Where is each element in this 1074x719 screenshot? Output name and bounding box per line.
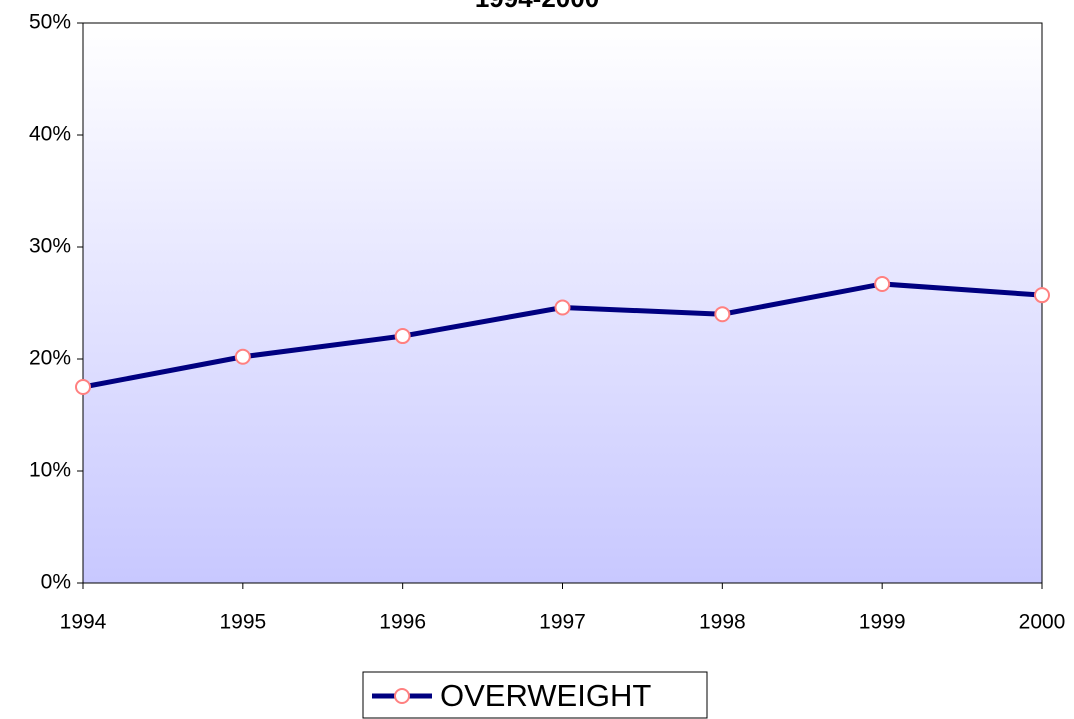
data-point — [1034, 287, 1050, 304]
legend-marker — [394, 688, 410, 704]
y-tick-label: 40% — [29, 123, 71, 146]
data-point — [394, 328, 411, 345]
x-tick-label: 1999 — [859, 611, 906, 634]
data-point — [554, 299, 571, 316]
y-tick-label: 10% — [29, 459, 71, 482]
x-tick-label: 1996 — [379, 611, 426, 634]
data-point — [874, 275, 891, 292]
x-tick-label: 2000 — [1019, 611, 1066, 634]
x-tick-label: 1998 — [699, 611, 746, 634]
chart-title: 1994-2000 — [475, 0, 599, 13]
y-tick-label: 20% — [29, 347, 71, 370]
y-tick-label: 50% — [29, 11, 71, 34]
x-tick-label: 1994 — [60, 611, 107, 634]
data-point — [714, 306, 731, 323]
data-point — [75, 379, 91, 395]
x-tick-label: 1997 — [539, 611, 586, 634]
y-tick-label: 30% — [29, 235, 71, 258]
legend-label: OVERWEIGHT — [440, 678, 651, 713]
x-tick-label: 1995 — [219, 611, 266, 634]
data-point — [234, 348, 251, 365]
y-tick-label: 0% — [41, 571, 71, 594]
